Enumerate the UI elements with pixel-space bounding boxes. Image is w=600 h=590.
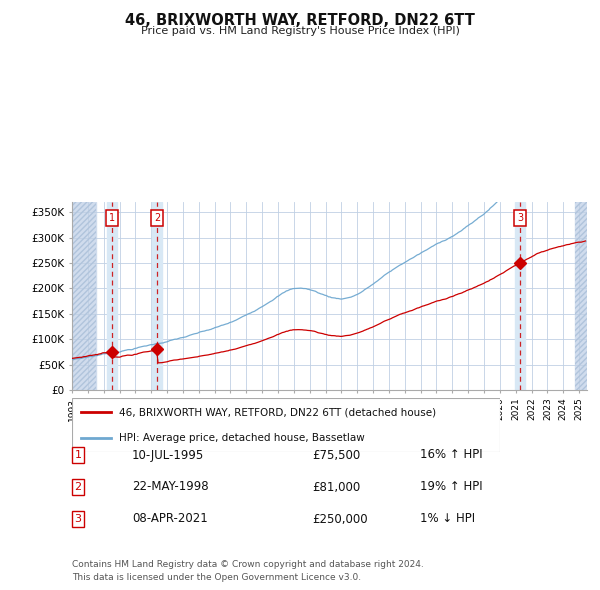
Text: 19% ↑ HPI: 19% ↑ HPI [420,480,482,493]
Text: Contains HM Land Registry data © Crown copyright and database right 2024.: Contains HM Land Registry data © Crown c… [72,560,424,569]
Text: 46, BRIXWORTH WAY, RETFORD, DN22 6TT: 46, BRIXWORTH WAY, RETFORD, DN22 6TT [125,13,475,28]
Text: 22-MAY-1998: 22-MAY-1998 [132,480,209,493]
Text: £81,000: £81,000 [312,480,360,493]
Text: 1: 1 [74,450,82,460]
Bar [72,202,96,390]
Text: 2: 2 [154,213,160,223]
Text: This data is licensed under the Open Government Licence v3.0.: This data is licensed under the Open Gov… [72,572,361,582]
Text: 16% ↑ HPI: 16% ↑ HPI [420,448,482,461]
Text: Price paid vs. HM Land Registry's House Price Index (HPI): Price paid vs. HM Land Registry's House … [140,26,460,36]
Text: HPI: Average price, detached house, Bassetlaw: HPI: Average price, detached house, Bass… [119,433,365,443]
Bar [575,202,587,390]
Text: 1: 1 [109,213,115,223]
Bar [152,202,163,390]
FancyBboxPatch shape [72,398,500,452]
Bar [72,202,96,390]
Bar [575,202,587,390]
Text: 3: 3 [74,514,82,524]
Text: 1% ↓ HPI: 1% ↓ HPI [420,513,475,526]
Text: 10-JUL-1995: 10-JUL-1995 [132,448,204,461]
Text: 08-APR-2021: 08-APR-2021 [132,513,208,526]
Text: 2: 2 [74,482,82,492]
Text: 3: 3 [517,213,523,223]
Bar [107,202,117,390]
Text: 46, BRIXWORTH WAY, RETFORD, DN22 6TT (detached house): 46, BRIXWORTH WAY, RETFORD, DN22 6TT (de… [119,407,436,417]
Bar [515,202,525,390]
Text: £75,500: £75,500 [312,448,360,461]
Text: £250,000: £250,000 [312,513,368,526]
